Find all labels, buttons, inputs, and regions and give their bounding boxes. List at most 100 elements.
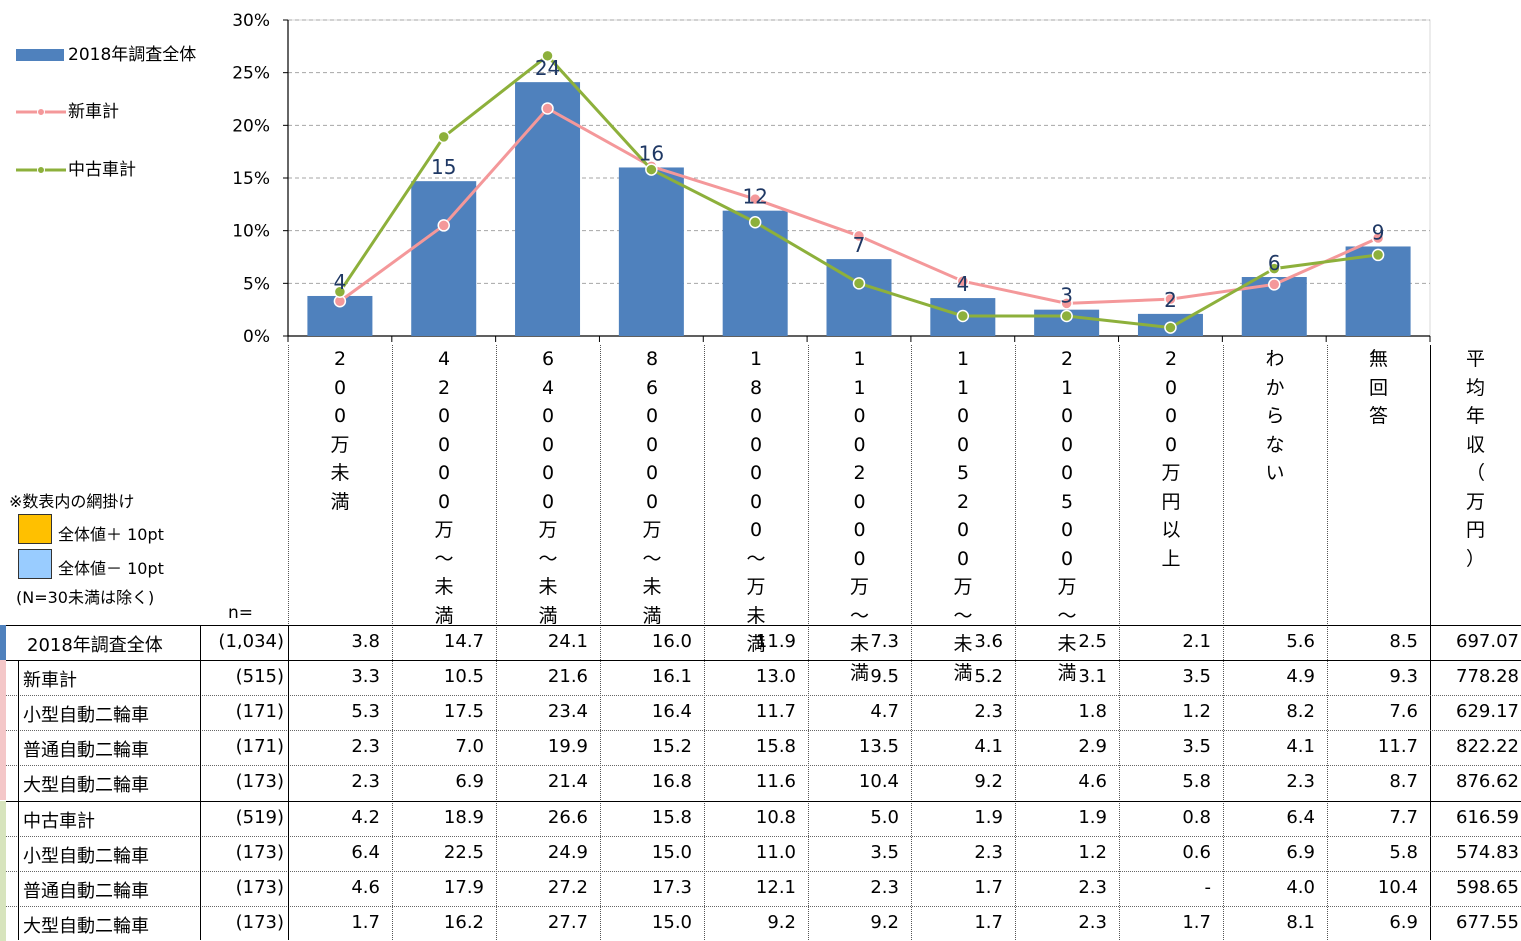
column-header-char: 0 <box>333 405 347 427</box>
table-cell: 15.0 <box>651 911 692 933</box>
row-divider <box>0 800 1521 802</box>
column-header-char: 万 <box>538 519 558 541</box>
column-header-char: 未 <box>1057 633 1077 655</box>
column-header-char: 回 <box>1368 376 1388 399</box>
table-cell: 5.8 <box>1182 771 1211 793</box>
column-header-char: 0 <box>1164 433 1178 456</box>
table-cell: 16.8 <box>651 771 692 793</box>
row-group-indicator <box>0 660 6 801</box>
data-label: 24 <box>535 56 560 80</box>
column-divider <box>1119 345 1120 940</box>
table-cell: 26.6 <box>547 806 588 828</box>
column-header-char: 〜 <box>849 604 869 627</box>
table-cell: 5.3 <box>351 701 380 723</box>
column-header-char: 1 <box>956 376 970 399</box>
column-header-char: 万 <box>330 433 350 456</box>
column-header-char: 万 <box>1161 462 1181 484</box>
row-divider <box>0 695 1521 697</box>
point-new <box>541 102 554 115</box>
column-header-char: 8 <box>645 348 659 370</box>
column-header-char: 未 <box>642 576 662 598</box>
table-cell: 2.3 <box>351 736 380 758</box>
bar <box>722 210 788 336</box>
row-divider <box>0 765 1521 767</box>
table-cell: 9.5 <box>870 666 899 688</box>
table-cell: 1.7 <box>974 911 1003 933</box>
table-cell: 15.8 <box>755 736 796 758</box>
column-header-char: 0 <box>956 547 970 570</box>
column-header-char: 5 <box>1060 490 1074 513</box>
column-header-text: 平均年収 （ 万円 ） <box>1466 345 1486 573</box>
shading-note-exclusion: (N=30未満は除く) <box>16 588 155 607</box>
column-header-char: 0 <box>1164 376 1178 399</box>
table-cell: 4.2 <box>351 806 380 828</box>
bar <box>618 167 684 336</box>
table-cell: 27.7 <box>547 911 588 933</box>
legend-line-used <box>16 166 66 174</box>
table-row-n: (519) <box>235 806 284 828</box>
table-cell: 2.5 <box>1078 631 1107 652</box>
column-header-text: 6 4 0 0 0 0 万〜未満 <box>538 345 558 630</box>
table-cell: 11.9 <box>755 631 796 652</box>
table-cell: 11.0 <box>755 841 796 863</box>
column-divider <box>496 345 497 940</box>
column-header-char: 以 <box>1161 519 1181 541</box>
table-row-n: (1,034) <box>218 631 284 652</box>
table-cell: 19.9 <box>547 736 588 758</box>
name-column-divider <box>200 625 201 940</box>
table-cell: 17.3 <box>651 876 692 898</box>
row-divider <box>0 625 1521 626</box>
column-header-char: 年 <box>1465 405 1485 427</box>
table-cell: 8.7 <box>1389 771 1418 793</box>
column-header-text: 1 1 0 0 2 0 0 0 万〜未満 <box>850 345 870 687</box>
column-header-char: 0 <box>853 405 866 427</box>
data-label: 6 <box>1268 251 1281 275</box>
column-header: 4 2 0 0 0 0 万〜未満 <box>392 345 496 630</box>
legend-item-new: 新車計 <box>16 97 119 122</box>
row-divider <box>0 870 1521 872</box>
table-cell: 14.7 <box>443 631 484 652</box>
column-header-char: 1 <box>853 348 866 370</box>
column-header-text: わからない <box>1265 345 1285 488</box>
column-header-char: 未 <box>538 576 558 598</box>
bar <box>515 82 581 336</box>
table-cell: 22.5 <box>443 841 484 863</box>
table-cell: 1.9 <box>1078 806 1107 828</box>
table-row-label: 大型自動二輪車 <box>23 775 149 797</box>
column-header-char: 2 <box>853 462 866 484</box>
table-row-label: 小型自動二輪車 <box>23 705 149 727</box>
row-divider <box>0 730 1521 732</box>
table-cell: 677.55 <box>1456 911 1519 933</box>
name-column-divider <box>288 625 289 940</box>
table-cell: 1.7 <box>1182 911 1211 933</box>
column-header-char: 万 <box>1057 576 1077 598</box>
column-header-char: 1 <box>956 348 970 370</box>
column-header-char: 4 <box>541 376 555 399</box>
column-header-char: 0 <box>541 405 555 427</box>
table-cell: 2.3 <box>974 841 1003 863</box>
table-cell: 4.1 <box>1286 736 1315 758</box>
point-used <box>1268 262 1281 275</box>
point-new <box>956 274 970 288</box>
point-new <box>748 192 762 206</box>
point-used <box>1164 321 1177 334</box>
column-header-char: 未 <box>953 633 973 655</box>
column-header-text: 1 8 0 0 0 0 0 〜万未満 <box>746 345 766 659</box>
column-header-char: 0 <box>1060 462 1074 484</box>
table-cell: 6.4 <box>351 841 380 863</box>
table-cell: 1.9 <box>974 806 1003 828</box>
column-header-char: 万 <box>849 576 869 598</box>
table-cell: 574.83 <box>1456 841 1519 863</box>
column-divider <box>1430 345 1431 940</box>
data-label: 3 <box>1060 284 1073 308</box>
legend-label-used: 中古車計 <box>68 160 136 180</box>
table-cell: 616.59 <box>1456 806 1519 828</box>
y-tick-label: 15% <box>232 169 270 189</box>
table-cell: 3.5 <box>1182 666 1211 688</box>
column-header-char: 万 <box>746 576 766 598</box>
table-cell: 4.6 <box>1078 771 1107 793</box>
column-header-char: 2 <box>333 348 347 370</box>
table-cell: 9.2 <box>870 911 899 933</box>
table-cell: 15.2 <box>651 736 692 758</box>
column-header-char: 円 <box>1161 490 1181 513</box>
